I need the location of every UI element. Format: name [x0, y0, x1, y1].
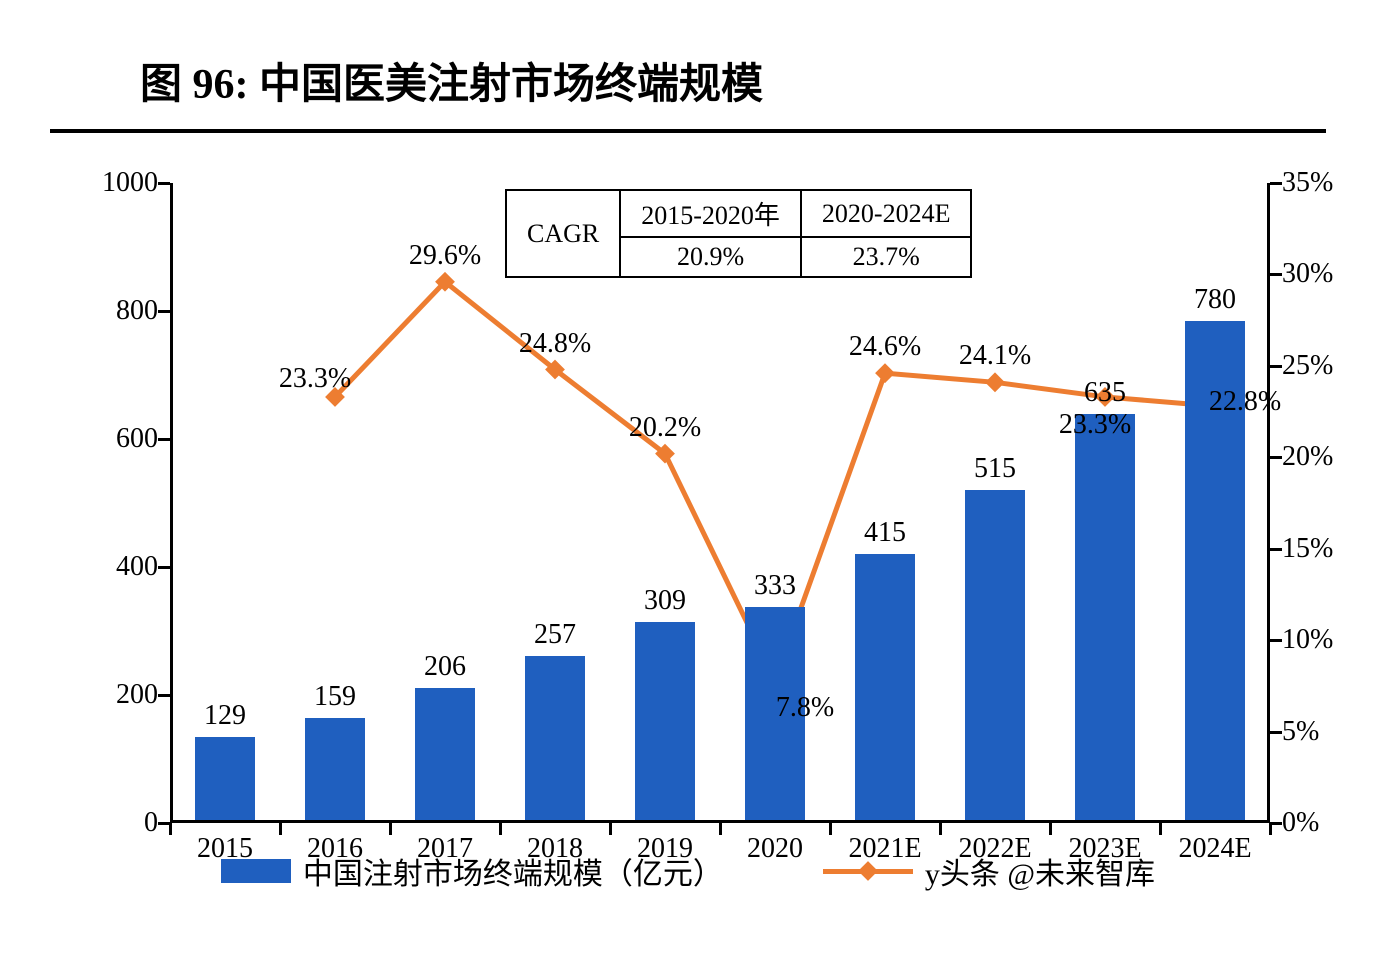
y-right-tick	[1270, 456, 1282, 459]
bar	[1075, 414, 1136, 820]
x-tick	[719, 823, 722, 835]
y-left-tick	[158, 182, 170, 185]
bar-value-label: 515	[974, 453, 1016, 485]
bar-value-label: 333	[754, 570, 796, 602]
bar-value-label: 257	[534, 619, 576, 651]
legend-line-label: y头条 @未来智库	[925, 849, 1155, 893]
bar-value-label: 415	[864, 517, 906, 549]
line-value-label: 29.6%	[409, 240, 481, 272]
bar	[635, 622, 696, 820]
legend-swatch-bar	[221, 859, 291, 883]
legend-bar-label: 中国注射市场终端规模（亿元）	[303, 849, 723, 893]
x-tick	[499, 823, 502, 835]
bar	[525, 656, 586, 820]
line-value-label: 22.8%	[1209, 386, 1281, 418]
line-marker	[655, 444, 675, 464]
x-tick	[1159, 823, 1162, 835]
y-right-label: 10%	[1282, 624, 1376, 656]
line-value-label: 7.8%	[776, 692, 834, 724]
y-left-label: 0	[58, 807, 158, 839]
line-value-label: 24.8%	[519, 328, 591, 360]
y-right-label: 0%	[1282, 807, 1376, 839]
y-left-tick	[158, 438, 170, 441]
bar	[305, 718, 366, 820]
bar-value-label: 129	[204, 700, 246, 732]
legend: 中国注射市场终端规模（亿元） y头条 @未来智库	[50, 849, 1326, 893]
cagr-cell: 2020-2024E	[801, 190, 972, 237]
line-value-label: 23.3%	[279, 363, 351, 395]
bar-value-label: 635	[1084, 377, 1126, 409]
y-left-tick	[158, 694, 170, 697]
line-value-label: 23.3%	[1059, 409, 1131, 441]
x-tick	[609, 823, 612, 835]
y-right-tick	[1270, 365, 1282, 368]
x-tick	[939, 823, 942, 835]
x-tick	[279, 823, 282, 835]
x-tick	[1269, 823, 1272, 835]
y-right-tick	[1270, 182, 1282, 185]
y-right-tick	[1270, 273, 1282, 276]
x-tick	[389, 823, 392, 835]
line-value-label: 20.2%	[629, 412, 701, 444]
bar	[195, 737, 256, 820]
cagr-cell: 23.7%	[801, 237, 972, 277]
x-tick	[829, 823, 832, 835]
line-value-label: 24.1%	[959, 340, 1031, 372]
x-tick	[1049, 823, 1052, 835]
bar-value-label: 206	[424, 651, 466, 683]
cagr-cell: CAGR	[506, 190, 620, 277]
x-tick	[169, 823, 172, 835]
line-marker	[435, 272, 455, 292]
y-right-tick	[1270, 731, 1282, 734]
y-right-label: 20%	[1282, 441, 1376, 473]
bar	[855, 554, 916, 820]
y-right-tick	[1270, 548, 1282, 551]
y-axis-left	[170, 183, 173, 823]
bar	[965, 490, 1026, 820]
y-right-label: 15%	[1282, 533, 1376, 565]
line-marker	[545, 360, 565, 380]
y-right-label: 35%	[1282, 167, 1376, 199]
y-left-label: 400	[58, 551, 158, 583]
chart-title-wrap: 图 96: 中国医美注射市场终端规模	[50, 0, 1326, 133]
legend-item-bar: 中国注射市场终端规模（亿元）	[221, 849, 723, 893]
bar-value-label: 309	[644, 585, 686, 617]
plot-region: 020040060080010000%5%10%15%20%25%30%35%2…	[170, 183, 1270, 823]
y-right-tick	[1270, 639, 1282, 642]
y-right-label: 5%	[1282, 716, 1376, 748]
line-marker	[875, 363, 895, 383]
cagr-table: CAGR2015-2020年2020-2024E20.9%23.7%	[505, 189, 972, 278]
y-right-label: 30%	[1282, 258, 1376, 290]
y-left-label: 600	[58, 423, 158, 455]
bar-value-label: 159	[314, 681, 356, 713]
y-left-label: 200	[58, 679, 158, 711]
y-axis-right	[1267, 183, 1270, 823]
bar-value-label: 780	[1194, 284, 1236, 316]
y-right-label: 25%	[1282, 350, 1376, 382]
y-left-label: 1000	[58, 167, 158, 199]
y-left-tick	[158, 566, 170, 569]
chart-area: 020040060080010000%5%10%15%20%25%30%35%2…	[50, 173, 1326, 893]
legend-item-line: y头条 @未来智库	[823, 849, 1155, 893]
cagr-cell: 20.9%	[620, 237, 801, 277]
y-left-label: 800	[58, 295, 158, 327]
y-left-tick	[158, 310, 170, 313]
legend-swatch-line	[823, 869, 913, 874]
bar	[415, 688, 476, 820]
line-value-label: 24.6%	[849, 331, 921, 363]
line-marker	[985, 372, 1005, 392]
cagr-cell: 2015-2020年	[620, 190, 801, 237]
chart-title: 图 96: 中国医美注射市场终端规模	[140, 50, 1236, 111]
